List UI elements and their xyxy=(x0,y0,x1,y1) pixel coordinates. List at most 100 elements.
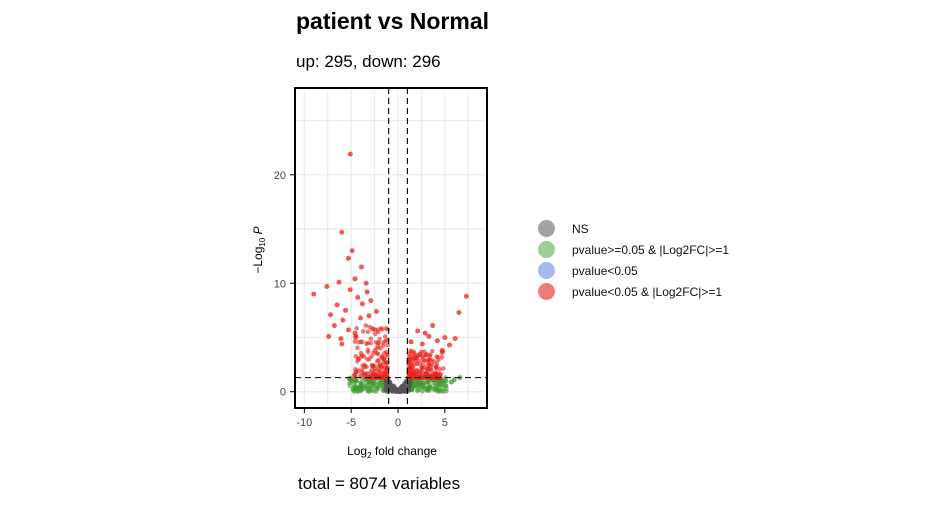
point-significant xyxy=(419,358,425,363)
point-significant xyxy=(368,340,374,346)
point-significant xyxy=(414,372,420,377)
point-significant xyxy=(373,339,379,345)
point-significant xyxy=(431,359,437,364)
point-significant xyxy=(354,326,359,331)
data-point xyxy=(415,328,421,334)
data-point xyxy=(364,289,370,295)
point-ns xyxy=(386,384,392,390)
data-point xyxy=(340,317,346,323)
point-significant xyxy=(434,364,439,370)
point-significant xyxy=(411,368,416,373)
x-axis-ticks: -10 -5 0 5 xyxy=(296,408,448,429)
data-point xyxy=(422,330,428,336)
data-point xyxy=(339,229,345,235)
x-axis-label: Log2 fold change xyxy=(347,444,437,460)
point-fc-only xyxy=(347,383,353,389)
point-fc-only xyxy=(352,382,357,388)
data-point xyxy=(448,379,454,385)
point-significant xyxy=(384,365,390,370)
point-significant xyxy=(427,357,433,362)
point-fc-only xyxy=(417,387,422,392)
point-fc-only xyxy=(358,380,364,386)
point-significant xyxy=(377,336,382,342)
point-significant xyxy=(369,354,374,359)
data-point xyxy=(339,341,345,347)
point-ns xyxy=(404,379,410,384)
data-point xyxy=(324,284,330,290)
point-significant xyxy=(378,345,383,351)
point-significant xyxy=(359,353,365,358)
point-significant xyxy=(423,358,428,363)
data-point xyxy=(349,248,355,254)
point-significant xyxy=(379,354,385,360)
point-fc-only xyxy=(422,386,428,392)
y-tick-label: 20 xyxy=(274,170,286,182)
data-point xyxy=(343,307,349,313)
point-ns xyxy=(394,387,400,393)
point-significant xyxy=(377,361,383,367)
point-significant xyxy=(368,336,374,342)
point-significant xyxy=(417,351,423,356)
data-point xyxy=(345,255,351,261)
point-significant xyxy=(359,369,365,375)
legend-label: NS xyxy=(572,221,589,236)
point-significant xyxy=(365,349,371,355)
data-point xyxy=(452,336,458,342)
legend-label: pvalue<0.05 & |Log2FC|>=1 xyxy=(572,284,723,299)
data-point xyxy=(358,264,364,270)
point-significant xyxy=(420,362,426,368)
point-significant xyxy=(370,371,376,376)
data-point xyxy=(370,326,376,332)
data-point xyxy=(463,293,469,299)
legend-label: pvalue<0.05 xyxy=(572,263,638,278)
data-point xyxy=(355,294,361,300)
data-point xyxy=(456,310,462,316)
point-fc-only xyxy=(365,388,371,394)
point-significant xyxy=(353,369,359,375)
y-axis-label: −Log10 P xyxy=(251,226,267,273)
legend-item: pvalue>=0.05 & |Log2FC|>=1 xyxy=(536,239,729,260)
point-significant xyxy=(372,331,378,337)
data-point xyxy=(352,276,358,282)
point-significant xyxy=(381,360,387,365)
data-point xyxy=(443,378,449,384)
point-significant xyxy=(365,356,370,362)
point-significant xyxy=(381,351,387,356)
point-significant xyxy=(414,361,420,367)
data-point xyxy=(423,352,429,358)
point-fc-only xyxy=(373,385,379,390)
point-significant xyxy=(362,362,367,368)
legend-item: NS xyxy=(536,218,729,239)
point-significant xyxy=(430,348,435,354)
data-point xyxy=(411,355,417,361)
point-significant xyxy=(423,372,429,378)
data-point xyxy=(352,330,358,336)
point-significant xyxy=(363,323,369,328)
data-point xyxy=(366,313,372,319)
point-ns xyxy=(398,388,404,394)
data-point xyxy=(358,339,364,345)
legend: NS pvalue>=0.05 & |Log2FC|>=1 pvalue<0.0… xyxy=(536,218,729,302)
data-point xyxy=(442,334,448,340)
data-point xyxy=(359,301,365,307)
point-fc-only xyxy=(435,388,440,394)
x-tick-label: 0 xyxy=(395,417,401,429)
point-significant xyxy=(360,329,366,334)
point-significant xyxy=(441,366,446,371)
point-significant xyxy=(355,345,360,351)
point-fc-only xyxy=(356,384,362,390)
point-significant xyxy=(369,367,375,373)
point-fc-only xyxy=(377,380,383,386)
point-fc-only xyxy=(425,379,431,385)
legend-key-ns xyxy=(538,220,555,237)
y-tick-label: 10 xyxy=(274,278,286,290)
point-cloud xyxy=(346,323,449,395)
point-significant xyxy=(357,373,363,379)
point-fc-only xyxy=(443,388,449,394)
chart-title: patient vs Normal xyxy=(296,8,489,34)
legend-item: pvalue<0.05 & |Log2FC|>=1 xyxy=(536,281,729,302)
point-significant xyxy=(408,348,414,354)
point-significant xyxy=(383,326,389,331)
legend-key-fc-only xyxy=(538,241,555,258)
